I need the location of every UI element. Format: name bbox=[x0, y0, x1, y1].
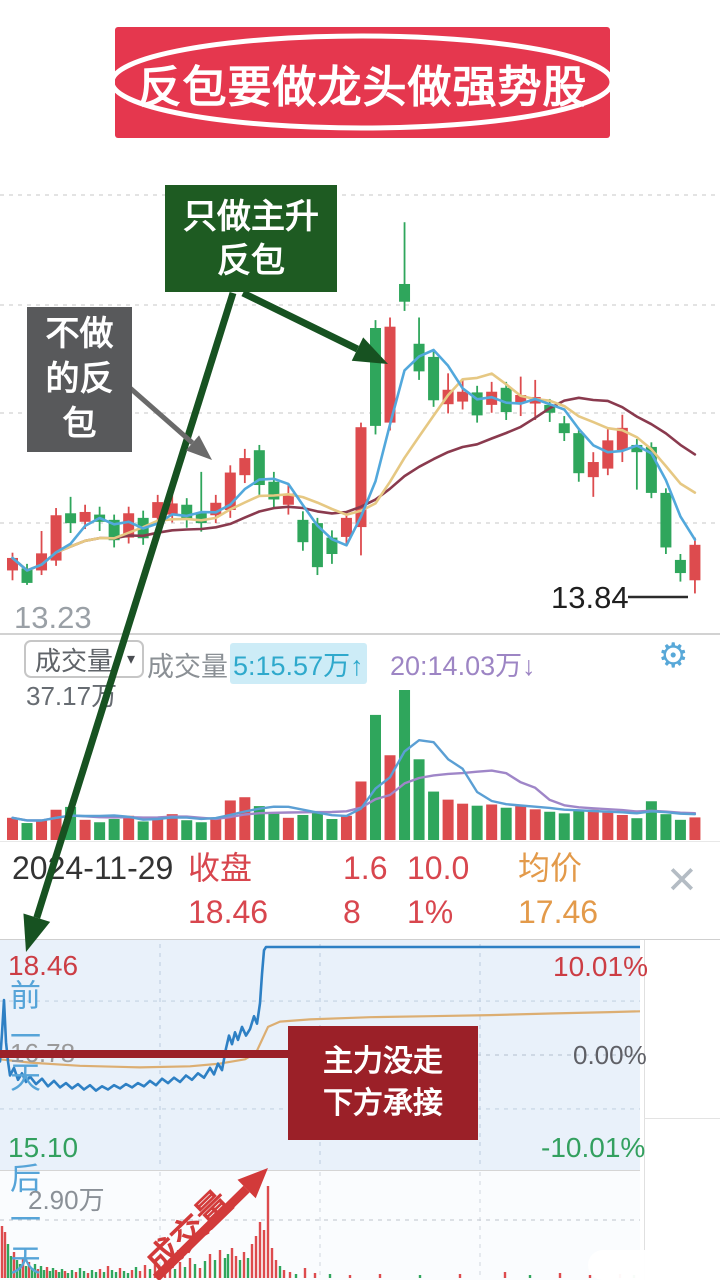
quote-close-block: 收盘 18.46 bbox=[188, 846, 308, 934]
quote-change-pct: 10.01% bbox=[407, 850, 470, 930]
volume-ma20-value: 20:14.03万↓ bbox=[390, 651, 536, 681]
watermark-pill bbox=[588, 1250, 720, 1280]
quote-change: 1.68 bbox=[343, 850, 388, 930]
banner-oval-decoration bbox=[115, 33, 610, 131]
annotation-line: 主力没走 bbox=[323, 1045, 443, 1078]
volume-ma5-value: 5:15.57万↑ bbox=[230, 643, 367, 684]
annotation-line: 包 bbox=[62, 405, 97, 443]
kline-close-label: 13.84 bbox=[551, 580, 629, 615]
annotation-avoid-box: 不做 的反 包 bbox=[27, 307, 132, 452]
intraday-chart[interactable] bbox=[0, 940, 640, 1170]
avg-value: 17.46 bbox=[518, 894, 599, 930]
volume-label: 成交量: bbox=[147, 652, 236, 682]
volume-quote-divider bbox=[0, 841, 720, 842]
section-divider bbox=[0, 633, 720, 635]
volume-scale-label: 37.17万 bbox=[26, 681, 118, 711]
close-label: 收盘 bbox=[188, 850, 253, 886]
banner-title: 反包要做龙头做强势股 bbox=[137, 62, 588, 112]
intraday-sub-divider bbox=[0, 1170, 640, 1171]
title-banner: 反包要做龙头做强势股 bbox=[115, 27, 610, 138]
next-day-button[interactable]: 后一天 bbox=[5, 1161, 40, 1280]
quote-date: 2024-11-29 bbox=[12, 850, 174, 886]
avg-label: 均价 bbox=[518, 850, 583, 886]
intraday-high-label: 18.46 bbox=[8, 950, 79, 981]
close-value: 18.46 bbox=[188, 894, 269, 930]
annotation-line: 反包 bbox=[217, 241, 285, 280]
day-nav-sidebar bbox=[644, 940, 720, 1280]
intraday-low-label: 15.10 bbox=[8, 1132, 79, 1163]
intraday-volume-background bbox=[0, 1171, 640, 1280]
intraday-vol-scale-label: 2.90万 bbox=[28, 1185, 105, 1215]
intraday-top-border bbox=[0, 939, 720, 940]
intraday-pct-high-label: 10.01% bbox=[553, 951, 648, 982]
annotation-line: 不做 bbox=[45, 315, 114, 353]
chevron-down-icon: ▾ bbox=[126, 651, 135, 668]
annotation-support-box: 主力没走 下方承接 bbox=[288, 1026, 478, 1140]
sidebar-divider bbox=[644, 1118, 720, 1119]
annotation-line: 的反 bbox=[45, 360, 114, 398]
prev-day-button[interactable]: 前一天 bbox=[5, 978, 40, 1102]
intraday-pct-zero-label: 0.00% bbox=[573, 1040, 647, 1070]
gear-icon[interactable]: ⚙ bbox=[658, 637, 689, 675]
support-level-line bbox=[0, 1050, 294, 1058]
volume-type-dropdown[interactable]: 成交量 ▾ bbox=[24, 640, 144, 678]
quote-avg-block: 均价 17.46 bbox=[518, 846, 628, 934]
intraday-pct-low-label: -10.01% bbox=[541, 1132, 646, 1163]
annotation-line: 只做主升 bbox=[183, 197, 319, 236]
dropdown-selected-label: 成交量 bbox=[35, 645, 114, 676]
annotation-line: 下方承接 bbox=[323, 1087, 443, 1120]
kline-low-label: 13.23 bbox=[14, 600, 92, 635]
close-icon[interactable]: ✕ bbox=[666, 860, 698, 902]
annotation-main-rise-box: 只做主升 反包 bbox=[165, 185, 337, 292]
